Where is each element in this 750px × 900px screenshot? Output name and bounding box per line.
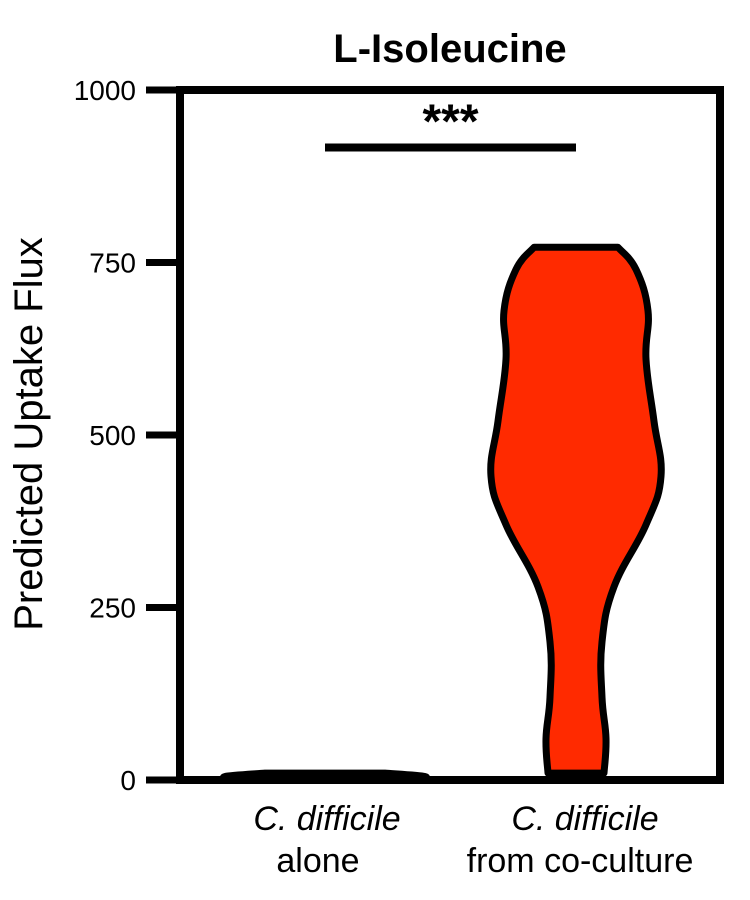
y-axis-label: Predicted Uptake Flux (7, 237, 51, 631)
y-tick-label-500: 500 (89, 420, 136, 451)
plot-frame (176, 86, 724, 784)
y-ticks-group: 0 250 500 750 1000 (74, 75, 180, 796)
y-tick-label-0: 0 (120, 765, 136, 796)
y-tick-label-750: 750 (89, 248, 136, 279)
violins-group (220, 243, 665, 784)
x-category-2-condition: from co-culture (467, 842, 694, 880)
significance-label: *** (422, 96, 478, 149)
x-category-1-condition: alone (276, 842, 359, 880)
x-category-1-species: C. difficile (253, 800, 400, 838)
y-tick-label-250: 250 (89, 593, 136, 624)
x-category-2-species: C. difficile (511, 800, 658, 838)
y-tick-label-1000: 1000 (74, 75, 136, 106)
violin-2 (487, 243, 665, 777)
chart-title: L-Isoleucine (333, 27, 566, 71)
